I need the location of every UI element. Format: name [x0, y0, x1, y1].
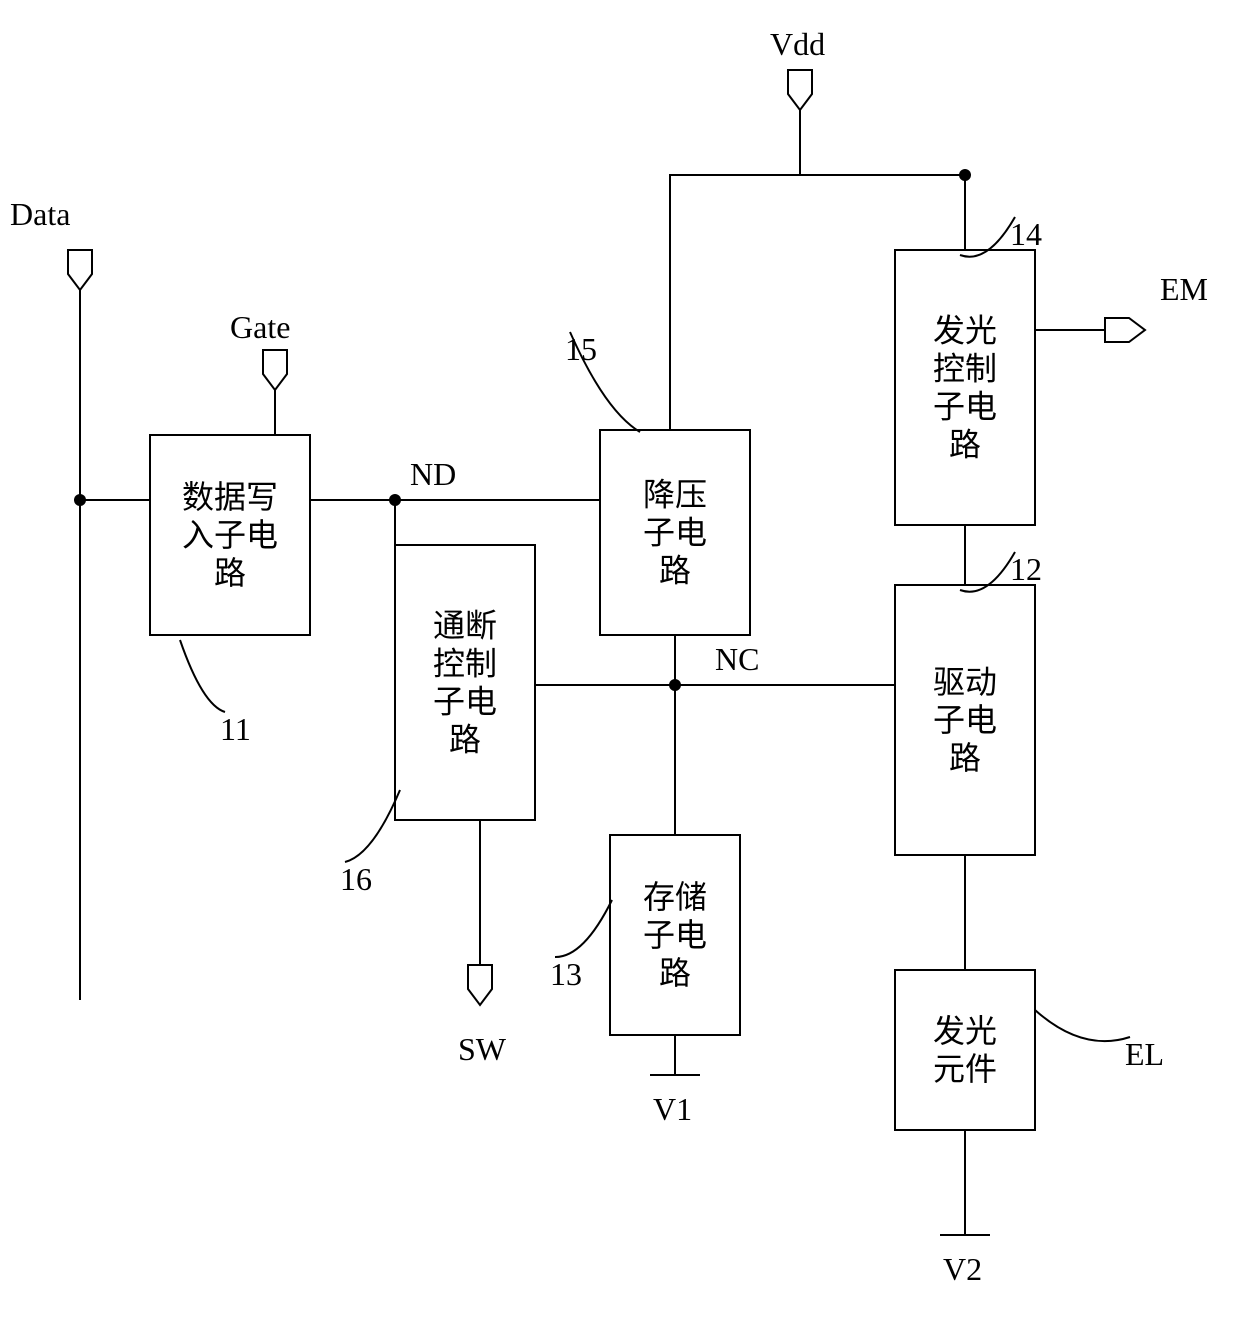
block-label-15: 路 [659, 553, 691, 589]
callout-text-16: 16 [340, 861, 372, 897]
wire [800, 175, 965, 250]
terminal-gate [263, 350, 287, 390]
block-label-12: 路 [949, 740, 981, 776]
callout-text-13: 13 [550, 956, 582, 992]
junction-dot [959, 169, 971, 181]
label-data: Data [10, 196, 70, 232]
callout-text-11: 11 [220, 711, 251, 747]
callout-lead-11 [180, 640, 225, 712]
block-label-12: 驱动 [933, 664, 997, 700]
terminal-data [68, 250, 92, 290]
block-14 [895, 250, 1035, 525]
block-label-12: 子电 [933, 702, 997, 738]
label-em: EM [1160, 271, 1208, 307]
label-vdd: Vdd [770, 26, 825, 62]
junction-dot [74, 494, 86, 506]
block-label-14: 发光 [933, 313, 997, 349]
terminal-vdd [788, 70, 812, 110]
block-label-16: 控制 [433, 646, 497, 682]
block-label-14: 控制 [933, 351, 997, 387]
callout-text-EL: EL [1125, 1036, 1164, 1072]
block-label-14: 子电 [933, 389, 997, 425]
junction-dot [389, 494, 401, 506]
callout-lead-EL [1035, 1010, 1130, 1041]
node-label-nc: NC [715, 641, 759, 677]
label-sw: SW [458, 1031, 507, 1067]
wire [670, 175, 800, 430]
block-label-13: 路 [659, 955, 691, 991]
block-label-11: 数据写 [182, 479, 278, 515]
callout-lead-13 [555, 900, 612, 957]
terminal-em [1105, 318, 1145, 342]
block-label-EL: 发光 [933, 1013, 997, 1049]
block-label-EL: 元件 [933, 1051, 997, 1087]
block-16 [395, 545, 535, 820]
block-label-13: 子电 [643, 917, 707, 953]
block-label-15: 子电 [643, 515, 707, 551]
callout-text-12: 12 [1010, 551, 1042, 587]
block-label-16: 路 [449, 722, 481, 758]
block-EL [895, 970, 1035, 1130]
node-label-nd: ND [410, 456, 456, 492]
junction-dot [669, 679, 681, 691]
block-label-16: 子电 [433, 684, 497, 720]
block-label-16: 通断 [433, 608, 497, 644]
block-label-15: 降压 [643, 477, 707, 513]
label-v1: V1 [653, 1091, 692, 1127]
label-v2: V2 [943, 1251, 982, 1287]
block-label-14: 路 [949, 427, 981, 463]
callout-text-14: 14 [1010, 216, 1042, 252]
terminal-sw [468, 965, 492, 1005]
block-label-13: 存储 [643, 879, 707, 915]
callout-lead-16 [345, 790, 400, 862]
callout-text-15: 15 [565, 331, 597, 367]
block-label-11: 路 [214, 555, 246, 591]
block-label-11: 入子电 [182, 517, 278, 553]
label-gate: Gate [230, 309, 290, 345]
